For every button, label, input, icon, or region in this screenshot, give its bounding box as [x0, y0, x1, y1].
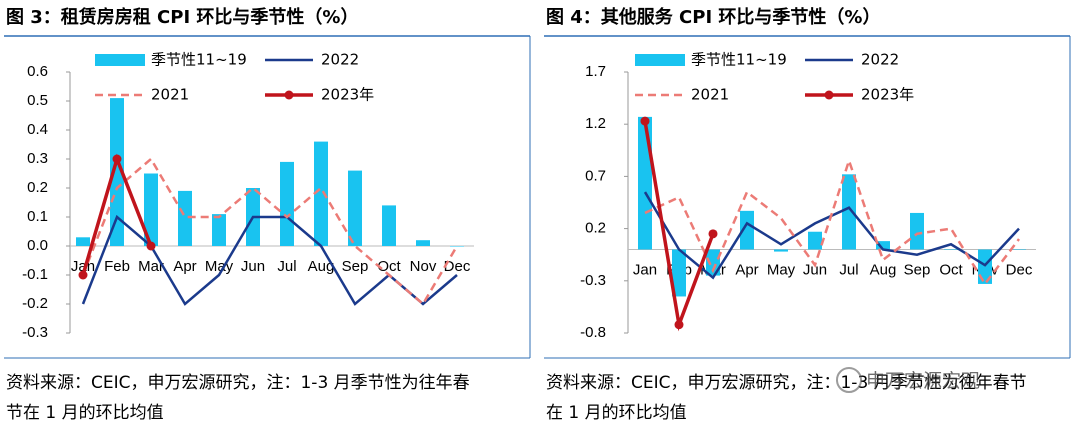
line [81, 214, 458, 306]
x-tick-label: Jun [803, 261, 827, 278]
bar [416, 240, 430, 246]
bar [76, 237, 90, 246]
legend-label: 2022 [321, 51, 359, 69]
bar [706, 249, 720, 276]
bar [382, 205, 396, 246]
legend-label: 2022 [861, 51, 899, 69]
y-tick-label: -0.8 [580, 324, 606, 341]
x-tick-label: May [767, 261, 796, 278]
y-tick-label: 0.0 [27, 237, 48, 254]
legend-label: 季节性11~19 [691, 51, 787, 69]
chart-title: 图 4：其他服务 CPI 环比与季节性（%） [546, 6, 880, 28]
legend-marker [824, 90, 834, 100]
legend-label: 2021 [151, 86, 189, 104]
y-tick-label: 1.7 [585, 63, 606, 80]
legend-swatch [635, 54, 685, 66]
bar [842, 174, 856, 250]
y-tick-label: 0.5 [27, 92, 48, 109]
x-tick-label: Mar [138, 258, 164, 275]
y-tick-label: 1.2 [585, 115, 606, 132]
y-tick-label: -0.3 [22, 324, 48, 341]
bar [774, 249, 788, 252]
marker [78, 270, 88, 280]
bar [280, 161, 294, 246]
bar [1012, 249, 1026, 250]
x-tick-label: Oct [377, 258, 401, 275]
legend-marker [284, 90, 294, 100]
x-tick-label: Sep [904, 261, 931, 278]
marker [640, 116, 650, 126]
x-tick-label: Sep [342, 258, 369, 275]
footnote: 资料来源：CEIC，申万宏源研究，注：1-3 月季节性为往年春节在 1 月的环比… [6, 373, 470, 423]
legend-label: 2023年 [861, 86, 914, 104]
marker [674, 320, 684, 330]
legend-swatch [95, 54, 145, 66]
x-tick-label: Dec [444, 258, 471, 275]
x-tick-label: Oct [939, 261, 963, 278]
x-tick-label: Jul [277, 258, 296, 275]
y-tick-label: 0.7 [585, 167, 606, 184]
bar [740, 210, 754, 250]
legend-label: 季节性11~19 [151, 51, 247, 69]
x-tick-label: Aug [308, 258, 335, 275]
y-tick-label: 0.2 [27, 179, 48, 196]
x-tick-label: Feb [104, 258, 130, 275]
bar [144, 173, 158, 246]
bar [212, 214, 226, 246]
x-tick-label: Dec [1006, 261, 1033, 278]
bar [808, 231, 822, 250]
legend-label: 2023年 [321, 86, 374, 104]
bar [314, 141, 328, 246]
footnote: 资料来源：CEIC，申万宏源研究，注：1-3 月季节性为往年春节在 1 月的环比… [546, 373, 1027, 423]
x-tick-label: Jan [633, 261, 657, 278]
bar [110, 98, 124, 246]
x-tick-label: Jun [241, 258, 265, 275]
x-tick-label: Aug [870, 261, 897, 278]
bar [910, 212, 924, 250]
bar [638, 116, 652, 250]
chart-title: 图 3：租赁房房租 CPI 环比与季节性（%） [6, 6, 358, 28]
x-tick-label: Apr [173, 258, 196, 275]
watermark-icon [836, 366, 862, 393]
marker [146, 241, 156, 251]
bar [672, 249, 686, 297]
bar [978, 249, 992, 284]
legend-label: 2021 [691, 86, 729, 104]
y-tick-label: 0.1 [27, 208, 48, 225]
bar [348, 170, 362, 246]
marker [708, 229, 718, 239]
y-tick-label: -0.3 [580, 272, 606, 289]
marker [112, 154, 122, 164]
y-tick-label: 0.6 [27, 63, 48, 80]
x-tick-label: Apr [735, 261, 758, 278]
line [644, 156, 1020, 287]
watermark-text: 申万宏源宏观 [866, 370, 981, 392]
y-tick-label: 0.2 [585, 220, 606, 237]
line [81, 157, 459, 306]
y-tick-label: 0.4 [27, 121, 48, 138]
y-tick-label: 0.3 [27, 150, 48, 167]
x-tick-label: Nov [410, 258, 437, 275]
y-tick-label: -0.1 [22, 266, 48, 283]
bar [876, 241, 890, 250]
bar [178, 190, 192, 246]
watermark: 申万宏源宏观 [836, 366, 980, 393]
y-tick-label: -0.2 [22, 295, 48, 312]
x-tick-label: Jul [839, 261, 858, 278]
bar [944, 249, 958, 250]
bar [450, 246, 464, 247]
